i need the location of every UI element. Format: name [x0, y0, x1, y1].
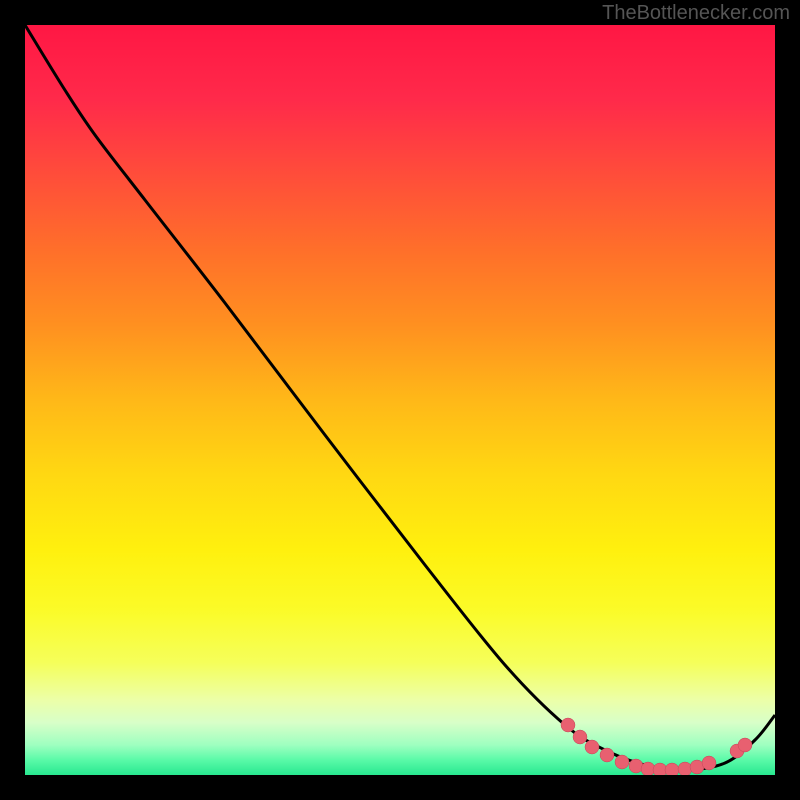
- data-marker: [615, 755, 629, 769]
- data-marker: [738, 738, 752, 752]
- data-marker: [641, 762, 655, 775]
- data-marker: [665, 763, 679, 775]
- data-markers: [561, 718, 752, 775]
- data-marker: [678, 762, 692, 775]
- chart-plot-area: [25, 25, 775, 775]
- data-marker: [600, 748, 614, 762]
- data-marker: [702, 756, 716, 770]
- data-marker: [561, 718, 575, 732]
- data-marker: [585, 740, 599, 754]
- chart-curve-layer: [25, 25, 775, 775]
- data-marker: [629, 759, 643, 773]
- data-marker: [573, 730, 587, 744]
- watermark-text: TheBottlenecker.com: [602, 2, 790, 25]
- bottleneck-curve: [25, 25, 775, 770]
